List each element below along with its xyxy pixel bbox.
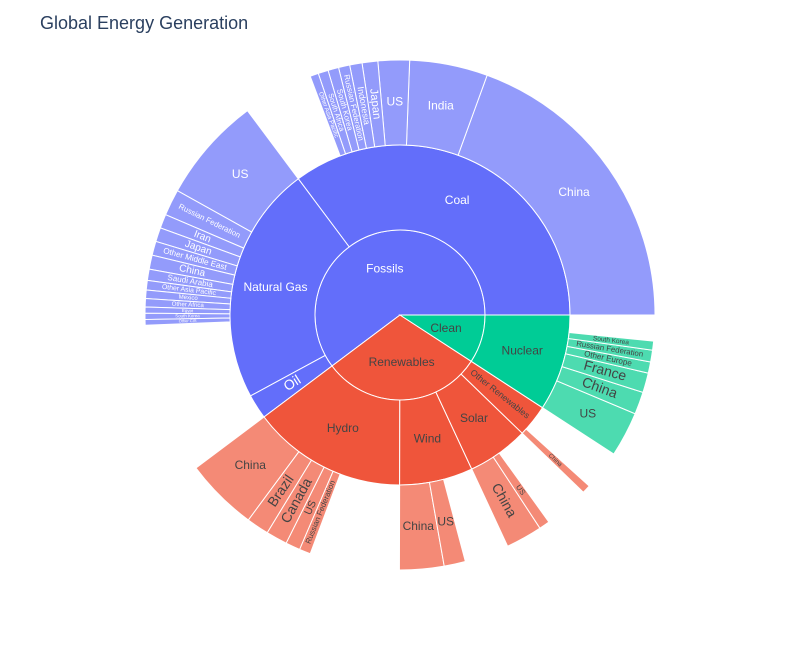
leaf-label: India [428, 99, 454, 113]
leaf-label: China [403, 519, 435, 533]
leaf-label: US [437, 515, 454, 529]
leaf-label: China [558, 185, 590, 199]
leaf-slice [309, 72, 347, 157]
branch-label: Hydro [327, 421, 359, 435]
branch-label: Solar [460, 411, 488, 425]
leaf-label: Other Africa [171, 301, 204, 310]
leaf-slice [144, 317, 231, 326]
leaf-slice [492, 452, 550, 529]
root-label: Renewables [369, 355, 435, 369]
leaf-label: China [235, 458, 267, 472]
leaf-slice [521, 428, 590, 493]
branch-label: Oil [280, 371, 303, 394]
chart-title: Global Energy Generation [40, 13, 248, 33]
branch-label: Wind [414, 432, 441, 446]
leaf-label: South Korea [175, 313, 200, 318]
leaf-label: US [232, 167, 249, 181]
root-label: Clean [430, 321, 461, 335]
leaf-slice [428, 478, 466, 567]
branch-label: Natural Gas [243, 280, 307, 294]
leaf-label: US [579, 407, 596, 421]
branch-label: Nuclear [502, 343, 543, 357]
leaf-label: Mexico [178, 294, 198, 303]
leaf-slice [567, 331, 655, 351]
root-label: Fossils [366, 262, 403, 276]
leaf-label: China [178, 263, 206, 279]
leaf-label: Japan [367, 88, 383, 120]
leaf-label: Egypt [182, 308, 194, 313]
leaf-slice [299, 470, 341, 555]
leaf-label: US [302, 499, 319, 517]
leaf-label: South Korea [593, 335, 630, 346]
branch-label: Coal [445, 193, 470, 207]
leaf-label: Other CIS [179, 318, 197, 324]
leaf-label: US [386, 95, 403, 109]
